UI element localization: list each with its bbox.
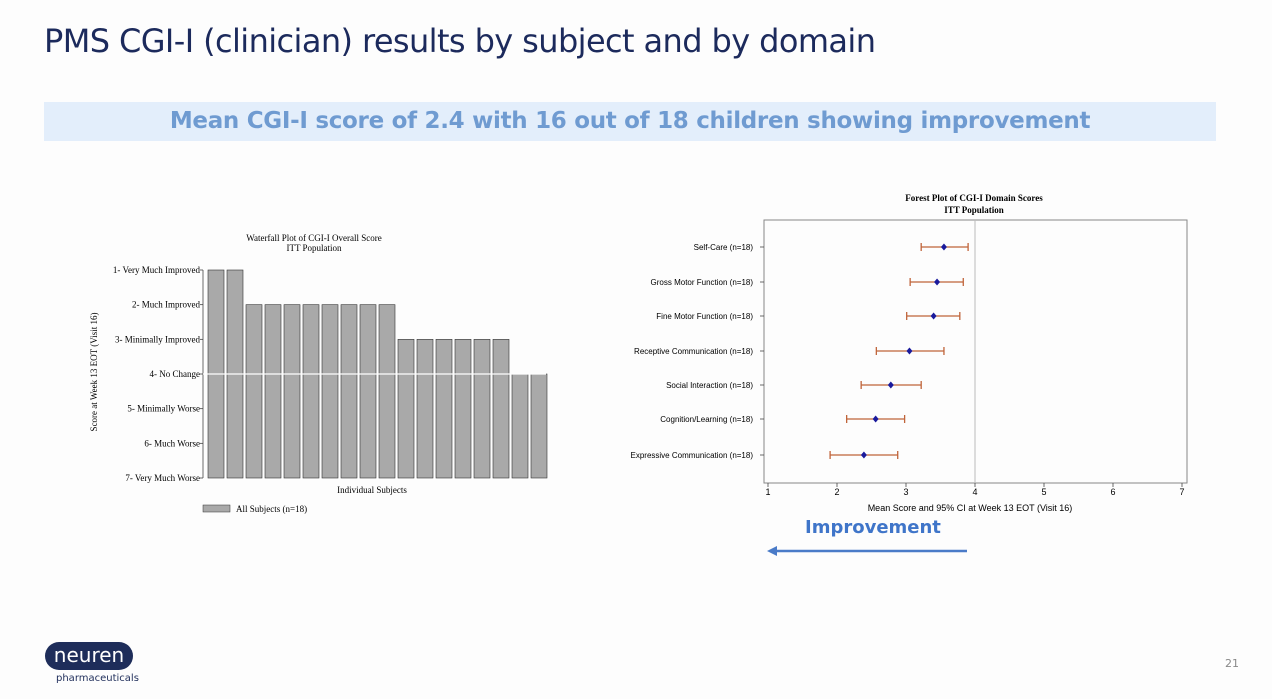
waterfall-bar bbox=[340, 304, 358, 479]
waterfall-bar bbox=[302, 304, 320, 479]
waterfall-bar bbox=[511, 373, 529, 479]
waterfall-y-tick-label: 4- No Change bbox=[150, 369, 201, 379]
forest-mean-point bbox=[887, 381, 894, 389]
summary-banner: Mean CGI-I score of 2.4 with 16 out of 1… bbox=[44, 102, 1216, 141]
waterfall-bar bbox=[359, 304, 377, 479]
forest-x-tick-label: 1 bbox=[765, 487, 770, 497]
waterfall-bar bbox=[454, 339, 472, 479]
forest-category-label: Receptive Communication (n=18) bbox=[634, 347, 753, 356]
neuren-logo: neuren bbox=[45, 642, 133, 670]
forest-subtitle: ITT Population bbox=[944, 205, 1004, 215]
waterfall-legend-swatch bbox=[202, 504, 231, 513]
banner-text: Mean CGI-I score of 2.4 with 16 out of 1… bbox=[169, 108, 1091, 134]
forest-plot: Forest Plot of CGI-I Domain Scores ITT P… bbox=[631, 193, 1188, 513]
forest-mean-point bbox=[930, 312, 937, 320]
waterfall-bar bbox=[492, 339, 510, 479]
forest-x-tick-label: 4 bbox=[972, 487, 977, 497]
forest-x-tick-label: 3 bbox=[903, 487, 908, 497]
forest-category-label: Self-Care (n=18) bbox=[694, 243, 754, 252]
waterfall-bar bbox=[416, 339, 434, 479]
page-number: 21 bbox=[1225, 657, 1239, 670]
waterfall-bar bbox=[473, 339, 491, 479]
forest-x-tick-label: 5 bbox=[1041, 487, 1046, 497]
forest-category-label: Cognition/Learning (n=18) bbox=[660, 415, 753, 424]
waterfall-legend-label: All Subjects (n=18) bbox=[236, 504, 307, 514]
improvement-arrow bbox=[767, 546, 967, 556]
waterfall-bar bbox=[530, 373, 548, 479]
waterfall-chart: Waterfall Plot of CGI-I Overall Score IT… bbox=[89, 233, 548, 514]
waterfall-bar bbox=[378, 304, 396, 479]
waterfall-y-tick-label: 1- Very Much Improved bbox=[113, 265, 201, 275]
waterfall-y-tick-label: 3- Minimally Improved bbox=[115, 334, 200, 344]
waterfall-bar bbox=[435, 339, 453, 479]
waterfall-bar bbox=[397, 339, 415, 479]
improvement-label: Improvement bbox=[805, 517, 941, 538]
waterfall-y-tick-label: 7- Very Much Worse bbox=[125, 473, 200, 483]
forest-mean-point bbox=[906, 347, 913, 355]
forest-category-label: Gross Motor Function (n=18) bbox=[651, 278, 754, 287]
forest-category-label: Expressive Communication (n=18) bbox=[631, 451, 754, 460]
waterfall-y-tick-label: 5- Minimally Worse bbox=[127, 404, 200, 414]
waterfall-bar bbox=[321, 304, 339, 479]
forest-xlabel: Mean Score and 95% CI at Week 13 EOT (Vi… bbox=[868, 503, 1073, 513]
forest-mean-point bbox=[860, 451, 867, 459]
waterfall-bar bbox=[264, 304, 282, 479]
waterfall-ylabel: Score at Week 13 EOT (Visit 16) bbox=[89, 313, 99, 432]
forest-title: Forest Plot of CGI-I Domain Scores bbox=[905, 193, 1043, 203]
forest-mean-point bbox=[940, 243, 947, 251]
waterfall-bar bbox=[245, 304, 263, 479]
waterfall-y-tick-label: 2- Much Improved bbox=[132, 300, 200, 310]
logo-subtitle: pharmaceuticals bbox=[56, 673, 139, 684]
waterfall-title: Waterfall Plot of CGI-I Overall Score bbox=[246, 233, 381, 243]
waterfall-xlabel: Individual Subjects bbox=[337, 485, 407, 495]
forest-mean-point bbox=[934, 278, 941, 286]
waterfall-bar bbox=[283, 304, 301, 479]
forest-category-label: Social Interaction (n=18) bbox=[666, 381, 753, 390]
forest-mean-point bbox=[872, 415, 879, 423]
forest-x-tick-label: 2 bbox=[834, 487, 839, 497]
waterfall-y-tick-label: 6- Much Worse bbox=[144, 438, 200, 448]
page-title: PMS CGI-I (clinician) results by subject… bbox=[44, 22, 876, 60]
waterfall-subtitle: ITT Population bbox=[286, 243, 342, 253]
forest-x-tick-label: 7 bbox=[1179, 487, 1184, 497]
forest-x-tick-label: 6 bbox=[1110, 487, 1115, 497]
forest-category-label: Fine Motor Function (n=18) bbox=[656, 312, 753, 321]
